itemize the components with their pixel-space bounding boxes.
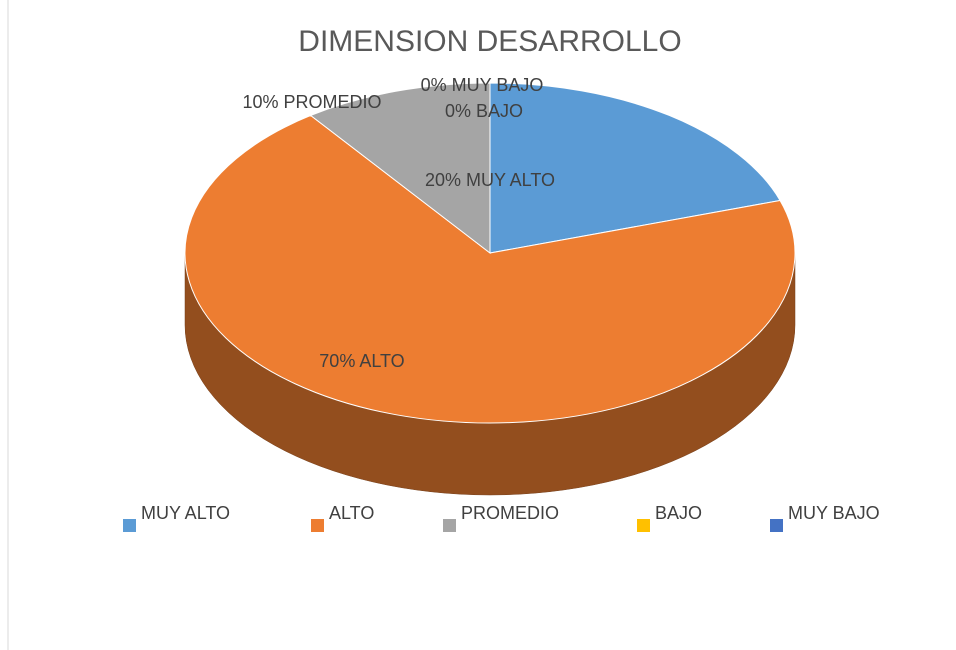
legend-label: MUY ALTO — [141, 503, 230, 523]
slice — [309, 82, 491, 255]
slice — [489, 82, 781, 254]
data-label: 0% BAJO — [445, 101, 523, 121]
data-label: 70% ALTO — [319, 351, 404, 371]
legend-label: MUY BAJO — [788, 503, 880, 523]
chart-title: DIMENSION DESARROLLO — [298, 25, 681, 58]
legend-swatch — [123, 519, 136, 532]
legend-swatch — [311, 519, 324, 532]
data-label: 10% PROMEDIO — [242, 92, 381, 112]
legend-label: ALTO — [329, 503, 374, 523]
legend-label: BAJO — [655, 503, 702, 523]
slice — [184, 114, 796, 424]
legend-swatch — [770, 519, 783, 532]
legend-swatch — [443, 519, 456, 532]
legend-label: PROMEDIO — [461, 503, 559, 523]
legend-swatch — [637, 519, 650, 532]
data-label: 20% MUY ALTO — [425, 170, 555, 190]
data-label: 0% MUY BAJO — [421, 75, 544, 95]
